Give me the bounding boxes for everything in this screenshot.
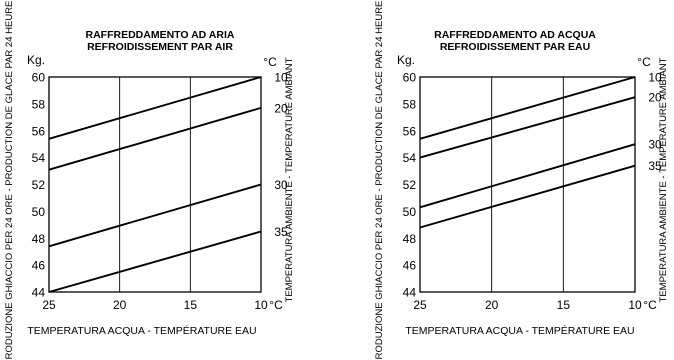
y-tick-label: 50 — [32, 205, 46, 219]
y-tick-label: 58 — [403, 97, 417, 111]
series-line-10 — [419, 76, 636, 140]
y-tick-label: 52 — [32, 178, 46, 192]
x-unit-label: °C — [269, 298, 283, 312]
chart-water-cooling: RAFFREDDAMENTO AD ACQUA REFROIDISSEMENT … — [374, 0, 669, 360]
chart-air-cooling: RAFFREDDAMENTO AD ARIA REFROIDISSEMENT P… — [4, 0, 295, 360]
x-unit-label: °C — [643, 298, 657, 312]
x-tick-label: 15 — [184, 298, 198, 312]
chart-title-line-2: REFROIDISSEMENT PAR EAU — [440, 41, 590, 53]
x-tick-label: 10 — [254, 298, 268, 312]
y-axis-label: PRODUZIONE GHIACCIO PER 24 ORE - PRODUCT… — [374, 0, 385, 360]
y-tick-label: 56 — [403, 124, 417, 138]
y-tick-label: 46 — [32, 259, 46, 273]
series-label-30: 30 — [648, 138, 662, 152]
y-tick-label: 48 — [32, 232, 46, 246]
plot-frame — [48, 76, 262, 293]
chart-title-line-1: RAFFREDDAMENTO AD ARIA — [86, 29, 235, 41]
x-tick-label: 25 — [413, 298, 427, 312]
series-line-30 — [48, 183, 262, 248]
x-axis-label: TEMPERATURA ACQUA - TEMPÉRATURE EAU — [27, 324, 256, 337]
series-line-20 — [48, 106, 262, 171]
y-tick-label: 48 — [403, 232, 417, 246]
y-unit-label: Kg. — [27, 53, 45, 67]
y-tick-label: 58 — [32, 97, 46, 111]
y2-unit-label: °C — [263, 55, 277, 69]
series-label-20: 20 — [648, 91, 662, 105]
series-line-20 — [419, 96, 636, 159]
y-tick-label: 50 — [403, 205, 417, 219]
series-label-20: 20 — [274, 101, 288, 115]
y2-axis-label: TEMPERATURA AMBIENTE - TEMPERATURE AMBIA… — [284, 57, 295, 302]
x-tick-label: 20 — [113, 298, 127, 312]
x-tick-label: 20 — [485, 298, 499, 312]
series-label-35: 35 — [648, 159, 662, 173]
x-tick-label: 25 — [42, 298, 56, 312]
y-tick-label: 52 — [403, 178, 417, 192]
chart-title-line-2: REFROIDISSEMENT PAR AIR — [87, 41, 233, 53]
y-tick-label: 54 — [403, 151, 417, 165]
y-tick-label: 54 — [32, 151, 46, 165]
plot-frame — [419, 76, 636, 293]
y-axis-label: PRODUZIONE GHIACCIO PER 24 ORE - PRODUCT… — [4, 0, 15, 360]
y-tick-label: 60 — [32, 71, 46, 85]
chart-title-line-1: RAFFREDDAMENTO AD ACQUA — [434, 29, 596, 41]
series-label-30: 30 — [274, 178, 288, 192]
x-tick-label: 10 — [628, 298, 642, 312]
x-tick-label: 15 — [557, 298, 571, 312]
series-label-35: 35 — [274, 225, 288, 239]
series-label-10: 10 — [274, 71, 288, 85]
y-tick-label: 60 — [403, 71, 417, 85]
y2-unit-label: °C — [637, 55, 651, 69]
y-tick-label: 44 — [32, 286, 46, 300]
series-line-35 — [419, 164, 636, 229]
series-label-10: 10 — [648, 71, 662, 85]
y2-axis-label: TEMPERATURA AMBIENTE - TEMPERATURE AMBIA… — [658, 57, 669, 302]
series-line-10 — [48, 76, 262, 140]
series-line-30 — [419, 143, 636, 209]
y-unit-label: Kg. — [397, 53, 415, 67]
y-tick-label: 46 — [403, 259, 417, 273]
y-tick-label: 56 — [32, 124, 46, 138]
series-line-35 — [48, 230, 262, 293]
y-tick-label: 44 — [403, 286, 417, 300]
x-axis-label: TEMPERATURA ACQUA - TEMPÉRATURE EAU — [405, 324, 634, 337]
